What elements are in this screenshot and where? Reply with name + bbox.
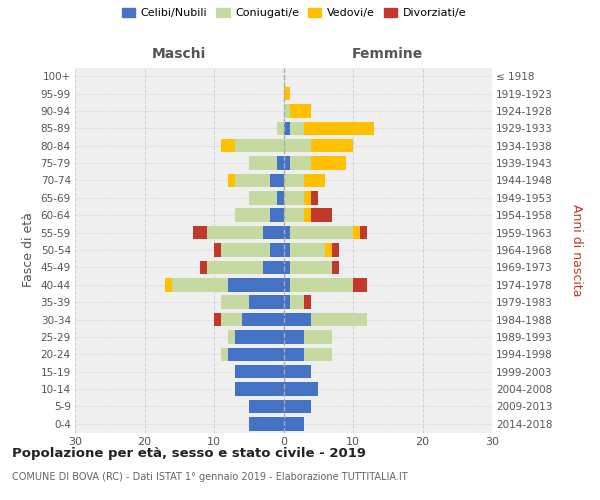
Bar [235,365,284,378]
Bar [269,208,284,222]
Bar [221,312,242,326]
Legend: Celibi/Nubili, Coniugati/e, Vedovi/e, Divorziati/e: Celibi/Nubili, Coniugati/e, Vedovi/e, Di… [118,3,470,22]
Y-axis label: Fasce di età: Fasce di età [22,212,35,288]
Bar [311,156,346,170]
Bar [290,156,311,170]
Bar [284,139,311,152]
Bar [235,139,284,152]
Bar [284,312,311,326]
Bar [311,191,318,204]
Bar [228,348,284,361]
Bar [304,348,332,361]
Bar [228,330,235,344]
Bar [290,226,353,239]
Bar [269,174,284,188]
Bar [284,191,304,204]
Bar [277,191,284,204]
Bar [360,226,367,239]
Bar [284,122,290,135]
Bar [284,226,290,239]
Bar [235,330,284,344]
Bar [284,348,304,361]
Bar [214,312,221,326]
Bar [284,296,290,309]
Bar [284,87,290,101]
Bar [193,226,207,239]
Bar [311,312,367,326]
Bar [284,400,311,413]
Bar [263,260,284,274]
Bar [311,139,353,152]
Bar [284,174,304,188]
Bar [228,278,284,291]
Bar [290,278,353,291]
Bar [207,260,263,274]
Bar [235,174,269,188]
Bar [332,260,339,274]
Bar [249,400,284,413]
Bar [277,122,284,135]
Bar [235,208,269,222]
Bar [284,243,290,257]
Bar [207,226,263,239]
Bar [214,243,221,257]
Bar [249,191,277,204]
Bar [284,365,311,378]
Bar [277,156,284,170]
Bar [269,243,284,257]
Bar [290,260,332,274]
Bar [221,139,235,152]
Bar [235,382,284,396]
Bar [290,104,311,118]
Bar [304,191,311,204]
Bar [228,174,235,188]
Bar [221,348,228,361]
Bar [304,330,332,344]
Bar [249,417,284,430]
Bar [284,417,304,430]
Bar [249,296,284,309]
Bar [172,278,228,291]
Bar [332,243,339,257]
Bar [290,296,304,309]
Bar [284,208,304,222]
Bar [290,243,325,257]
Bar [325,243,332,257]
Bar [304,208,311,222]
Bar [242,312,284,326]
Bar [284,156,290,170]
Bar [304,122,374,135]
Bar [263,226,284,239]
Bar [221,243,269,257]
Bar [353,278,367,291]
Bar [304,174,325,188]
Y-axis label: Anni di nascita: Anni di nascita [569,204,583,296]
Bar [284,278,290,291]
Bar [304,296,311,309]
Text: Femmine: Femmine [352,46,424,60]
Text: Maschi: Maschi [152,46,206,60]
Bar [166,278,172,291]
Text: COMUNE DI BOVA (RC) - Dati ISTAT 1° gennaio 2019 - Elaborazione TUTTITALIA.IT: COMUNE DI BOVA (RC) - Dati ISTAT 1° genn… [12,472,407,482]
Bar [284,260,290,274]
Bar [284,330,304,344]
Bar [311,208,332,222]
Bar [284,382,318,396]
Text: Popolazione per età, sesso e stato civile - 2019: Popolazione per età, sesso e stato civil… [12,448,366,460]
Bar [249,156,277,170]
Bar [221,296,249,309]
Bar [200,260,207,274]
Bar [284,104,290,118]
Bar [353,226,360,239]
Bar [290,122,304,135]
